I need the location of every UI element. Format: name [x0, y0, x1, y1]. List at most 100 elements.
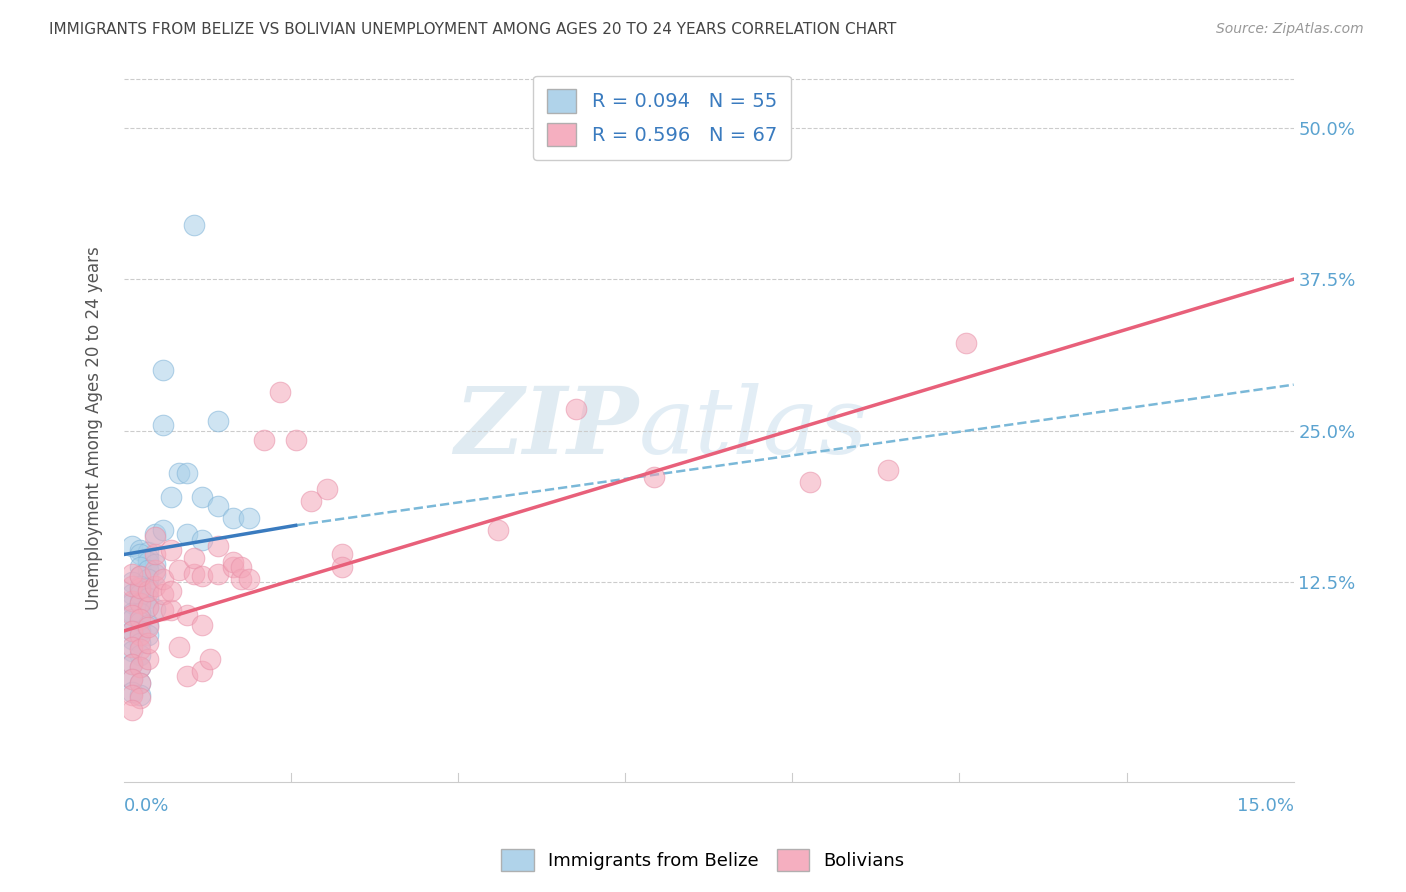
- Point: [486, 523, 509, 537]
- Point: [269, 384, 291, 399]
- Legend: R = 0.094   N = 55, R = 0.596   N = 67: R = 0.094 N = 55, R = 0.596 N = 67: [533, 76, 790, 160]
- Point: [207, 499, 229, 513]
- Point: [128, 624, 150, 638]
- Point: [183, 566, 205, 581]
- Point: [183, 551, 205, 566]
- Point: [152, 603, 174, 617]
- Point: [152, 523, 174, 537]
- Point: [136, 599, 159, 614]
- Point: [128, 636, 150, 650]
- Point: [121, 575, 143, 590]
- Point: [160, 583, 183, 598]
- Point: [152, 587, 174, 601]
- Point: [222, 555, 245, 569]
- Point: [176, 526, 198, 541]
- Point: [121, 684, 143, 698]
- Point: [128, 542, 150, 557]
- Point: [121, 566, 143, 581]
- Point: [128, 582, 150, 596]
- Point: [121, 606, 143, 620]
- Text: atlas: atlas: [638, 383, 868, 473]
- Point: [238, 511, 260, 525]
- Point: [136, 617, 159, 632]
- Point: [128, 642, 150, 657]
- Point: [565, 401, 588, 416]
- Point: [191, 617, 214, 632]
- Point: [121, 673, 143, 687]
- Point: [167, 640, 190, 654]
- Point: [152, 417, 174, 432]
- Point: [176, 608, 198, 623]
- Point: [198, 652, 221, 666]
- Point: [136, 572, 159, 586]
- Point: [299, 494, 322, 508]
- Point: [191, 569, 214, 583]
- Point: [136, 563, 159, 577]
- Point: [143, 563, 166, 577]
- Point: [222, 511, 245, 525]
- Point: [128, 548, 150, 562]
- Point: [160, 603, 183, 617]
- Point: [128, 615, 150, 630]
- Point: [136, 652, 159, 666]
- Point: [128, 612, 150, 626]
- Point: [121, 587, 143, 601]
- Text: 15.0%: 15.0%: [1237, 797, 1294, 815]
- Point: [136, 591, 159, 606]
- Point: [160, 491, 183, 505]
- Point: [332, 559, 354, 574]
- Point: [128, 587, 150, 601]
- Point: [128, 596, 150, 610]
- Point: [121, 596, 143, 610]
- Legend: Immigrants from Belize, Bolivians: Immigrants from Belize, Bolivians: [494, 842, 912, 879]
- Point: [128, 559, 150, 574]
- Point: [121, 624, 143, 638]
- Point: [143, 566, 166, 581]
- Point: [128, 583, 150, 598]
- Point: [121, 688, 143, 702]
- Point: [315, 482, 337, 496]
- Point: [121, 703, 143, 717]
- Text: 0.0%: 0.0%: [124, 797, 170, 815]
- Point: [799, 475, 821, 489]
- Point: [121, 640, 143, 654]
- Point: [128, 676, 150, 690]
- Point: [121, 673, 143, 687]
- Point: [128, 660, 150, 674]
- Point: [136, 555, 159, 569]
- Point: [128, 627, 150, 641]
- Point: [136, 627, 159, 641]
- Point: [136, 583, 159, 598]
- Point: [176, 466, 198, 480]
- Point: [207, 539, 229, 553]
- Point: [121, 624, 143, 638]
- Point: [191, 533, 214, 547]
- Point: [176, 669, 198, 683]
- Point: [128, 569, 150, 583]
- Point: [167, 466, 190, 480]
- Text: IMMIGRANTS FROM BELIZE VS BOLIVIAN UNEMPLOYMENT AMONG AGES 20 TO 24 YEARS CORREL: IMMIGRANTS FROM BELIZE VS BOLIVIAN UNEMP…: [49, 22, 897, 37]
- Point: [143, 579, 166, 593]
- Point: [229, 559, 252, 574]
- Point: [136, 620, 159, 634]
- Point: [128, 690, 150, 705]
- Point: [128, 569, 150, 583]
- Point: [136, 582, 159, 596]
- Point: [121, 593, 143, 607]
- Point: [128, 660, 150, 674]
- Point: [152, 363, 174, 377]
- Point: [238, 572, 260, 586]
- Point: [877, 462, 900, 476]
- Point: [128, 676, 150, 690]
- Point: [167, 563, 190, 577]
- Point: [143, 531, 166, 545]
- Point: [143, 548, 166, 562]
- Point: [136, 599, 159, 614]
- Point: [229, 572, 252, 586]
- Point: [121, 657, 143, 671]
- Point: [152, 572, 174, 586]
- Point: [253, 434, 276, 448]
- Point: [191, 491, 214, 505]
- Y-axis label: Unemployment Among Ages 20 to 24 years: Unemployment Among Ages 20 to 24 years: [86, 246, 103, 609]
- Point: [128, 688, 150, 702]
